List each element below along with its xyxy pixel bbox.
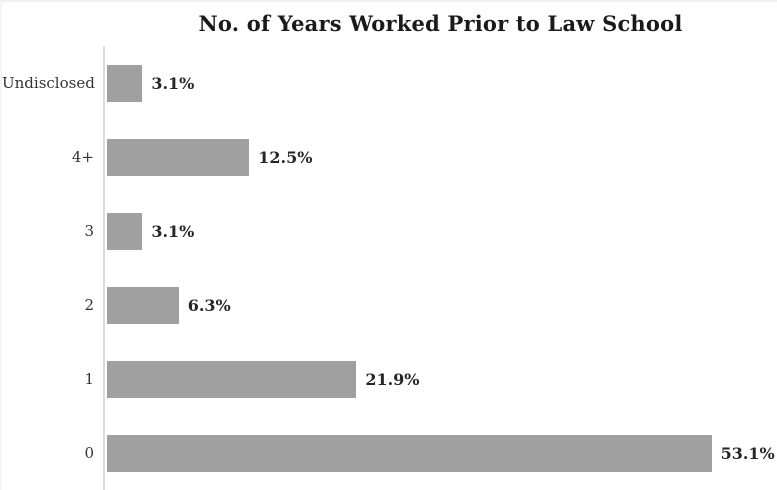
bar-row: Undisclosed 3.1% xyxy=(2,46,777,120)
value-label: 12.5% xyxy=(258,147,313,167)
bar-row: 3 3.1% xyxy=(2,194,777,268)
value-label: 3.1% xyxy=(151,221,195,241)
value-label: 21.9% xyxy=(365,369,420,389)
value-label: 3.1% xyxy=(151,73,195,93)
plot-area: 12.5% xyxy=(103,120,777,194)
bar-row: 1 21.9% xyxy=(2,342,777,416)
bar-rows: Undisclosed 3.1% 4+ 12.5% 3 3.1% 2 6.3% 1 21.9% 0 5… xyxy=(2,46,777,490)
plot-area: 6.3% xyxy=(103,268,777,342)
category-label: 0 xyxy=(84,444,94,462)
plot-area: 21.9% xyxy=(103,342,777,416)
category-label: 4+ xyxy=(71,148,94,166)
bar xyxy=(107,360,357,398)
bar-row: 0 53.1% xyxy=(2,416,777,490)
bar xyxy=(107,64,143,102)
category-label: Undisclosed xyxy=(2,74,95,92)
category-label: 3 xyxy=(84,222,94,240)
bar xyxy=(107,434,712,472)
category-label: 2 xyxy=(84,296,94,314)
bar-row: 4+ 12.5% xyxy=(2,120,777,194)
chart-title: No. of Years Worked Prior to Law School xyxy=(198,11,683,36)
bar xyxy=(107,286,179,324)
plot-area: 53.1% xyxy=(103,416,777,490)
category-label: 1 xyxy=(84,370,94,388)
plot-area: 3.1% xyxy=(103,194,777,268)
value-label: 6.3% xyxy=(187,295,231,315)
plot-area: 3.1% xyxy=(103,46,777,120)
bar xyxy=(107,212,143,250)
value-label: 53.1% xyxy=(720,443,775,463)
bar xyxy=(107,138,250,176)
bar-row: 2 6.3% xyxy=(2,268,777,342)
